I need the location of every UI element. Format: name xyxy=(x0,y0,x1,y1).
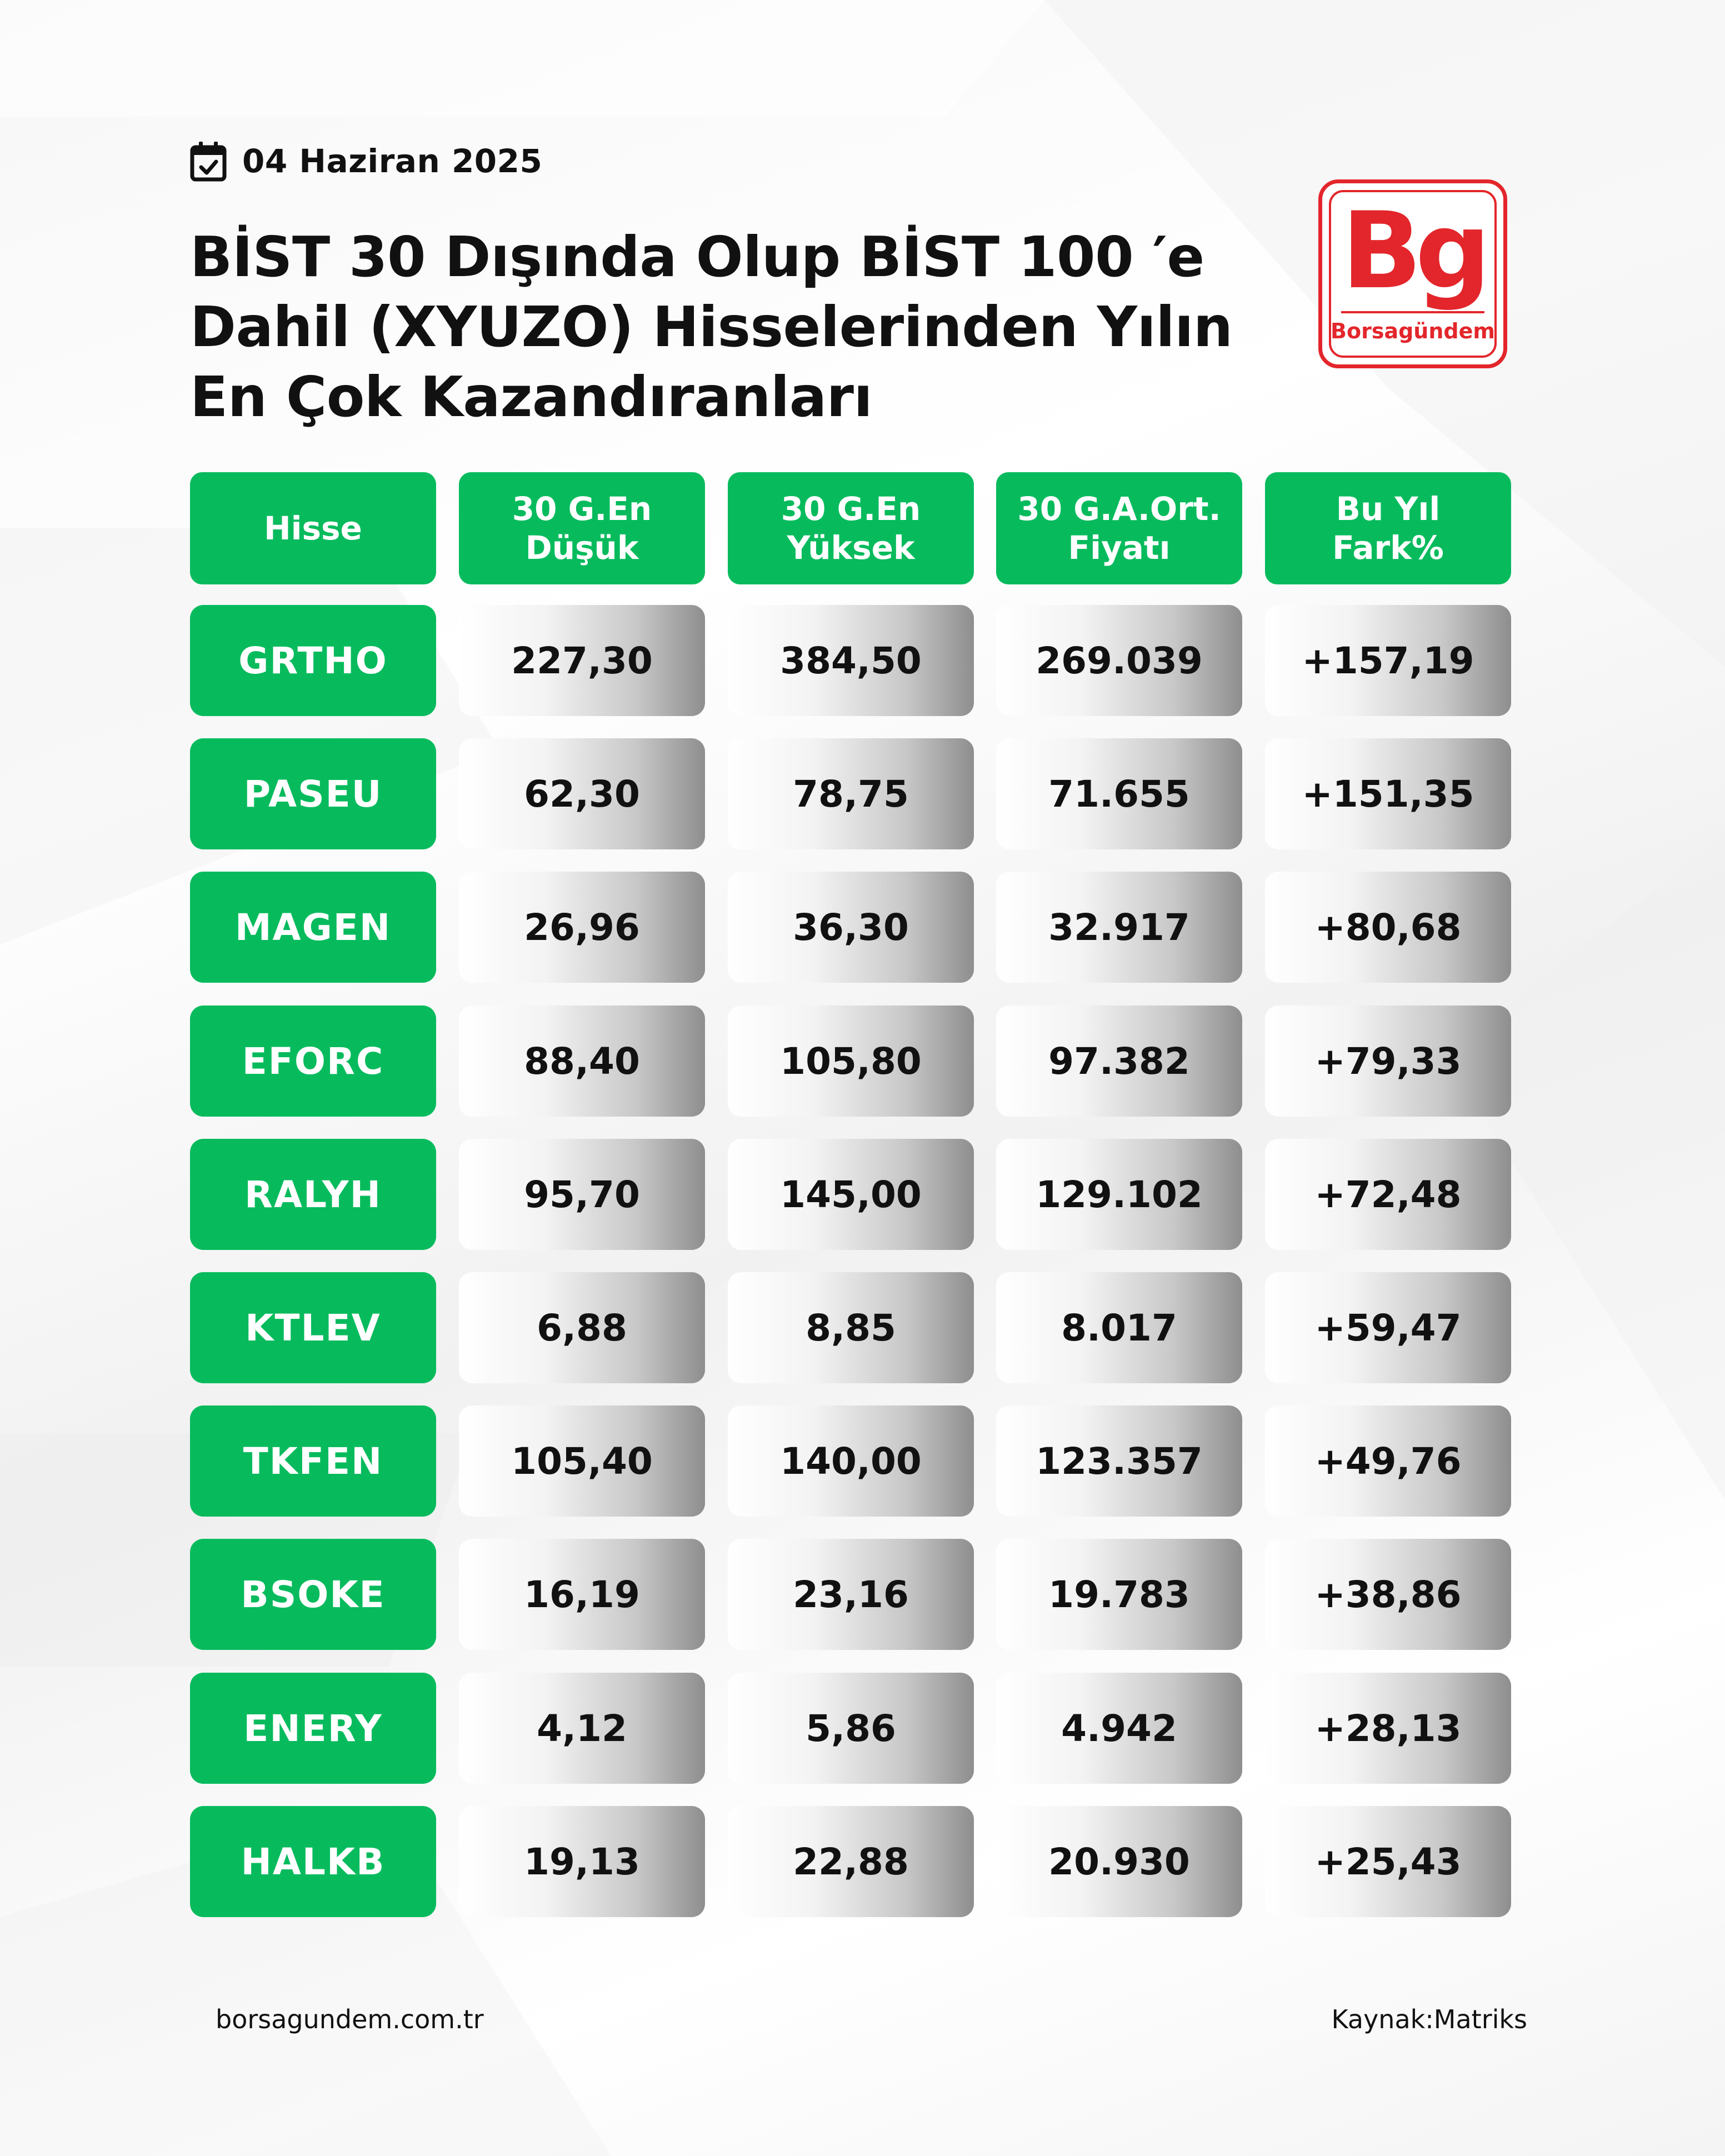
title-line-3: En Çok Kazandıranları xyxy=(190,364,873,429)
header-yuksek-line-2: Yüksek xyxy=(787,529,915,567)
footer-source: Kaynak:Matriks xyxy=(1331,2004,1527,2034)
stock-code-cell: KTLEV xyxy=(190,1272,436,1383)
header-30g-en-dusuk: 30 G.En Düşük xyxy=(459,472,705,584)
header-30g-en-yuksek: 30 G.En Yüksek xyxy=(728,472,974,584)
header-fark-line-2: Fark% xyxy=(1332,529,1444,567)
ytd-change-cell: +38,86 xyxy=(1265,1539,1511,1650)
header-bu-yil-fark: Bu Yıl Fark% xyxy=(1265,472,1511,584)
low-30d-cell: 227,30 xyxy=(459,605,705,716)
stock-code-cell: ENERY xyxy=(190,1673,436,1784)
high-30d-cell: 384,50 xyxy=(728,605,974,716)
title-line-1: BİST 30 Dışında Olup BİST 100 ′e xyxy=(190,224,1204,289)
logo-divider xyxy=(1341,311,1484,313)
avg-30d-price-cell: 4.942 xyxy=(996,1673,1242,1784)
high-30d-cell: 78,75 xyxy=(728,738,974,849)
stock-code-cell: EFORC xyxy=(190,1006,436,1117)
low-30d-cell: 4,12 xyxy=(459,1673,705,1784)
logo-frame xyxy=(1329,190,1497,358)
ytd-change-cell: +59,47 xyxy=(1265,1272,1511,1383)
low-30d-cell: 16,19 xyxy=(459,1539,705,1650)
date-label: 04 Haziran 2025 xyxy=(242,142,543,180)
ytd-change-cell: +49,76 xyxy=(1265,1405,1511,1517)
high-30d-cell: 140,00 xyxy=(728,1405,974,1517)
avg-30d-price-cell: 123.357 xyxy=(996,1405,1242,1517)
date-row: 04 Haziran 2025 xyxy=(190,142,543,182)
stock-code-cell: MAGEN xyxy=(190,872,436,983)
ytd-change-cell: +79,33 xyxy=(1265,1006,1511,1117)
ytd-change-cell: +80,68 xyxy=(1265,872,1511,983)
avg-30d-price-cell: 20.930 xyxy=(996,1806,1242,1917)
header-30g-ort-fiyat: 30 G.A.Ort. Fiyatı xyxy=(996,472,1242,584)
ytd-change-cell: +25,43 xyxy=(1265,1806,1511,1917)
borsagundem-logo: Bg Borsagündem xyxy=(1318,179,1507,368)
low-30d-cell: 88,40 xyxy=(459,1006,705,1117)
stock-code-cell: PASEU xyxy=(190,738,436,849)
high-30d-cell: 105,80 xyxy=(728,1006,974,1117)
page-title: BİST 30 Dışında Olup BİST 100 ′e Dahil (… xyxy=(190,222,1273,432)
logo-name: Borsagündem xyxy=(1331,319,1495,343)
high-30d-cell: 22,88 xyxy=(728,1806,974,1917)
stock-code-cell: BSOKE xyxy=(190,1539,436,1650)
low-30d-cell: 62,30 xyxy=(459,738,705,849)
header-yuksek-line-1: 30 G.En xyxy=(781,490,921,528)
header-ort-line-2: Fiyatı xyxy=(1068,529,1171,567)
low-30d-cell: 95,70 xyxy=(459,1139,705,1250)
stock-code-cell: TKFEN xyxy=(190,1405,436,1517)
high-30d-cell: 23,16 xyxy=(728,1539,974,1650)
high-30d-cell: 36,30 xyxy=(728,872,974,983)
header-ort-line-1: 30 G.A.Ort. xyxy=(1017,490,1221,528)
title-line-2: Dahil (XYUZO) Hisselerinden Yılın xyxy=(190,294,1233,359)
stock-code-cell: GRTHO xyxy=(190,605,436,716)
stock-code-cell: RALYH xyxy=(190,1139,436,1250)
header-hisse-line-1: Hisse xyxy=(264,509,362,547)
ytd-change-cell: +72,48 xyxy=(1265,1139,1511,1250)
avg-30d-price-cell: 8.017 xyxy=(996,1272,1242,1383)
ytd-change-cell: +157,19 xyxy=(1265,605,1511,716)
header-dusuk-line-1: 30 G.En xyxy=(512,490,652,528)
low-30d-cell: 26,96 xyxy=(459,872,705,983)
avg-30d-price-cell: 71.655 xyxy=(996,738,1242,849)
calendar-icon xyxy=(190,142,227,182)
header-dusuk-line-2: Düşük xyxy=(525,529,639,567)
low-30d-cell: 105,40 xyxy=(459,1405,705,1517)
logo-mark: Bg xyxy=(1341,189,1491,312)
stock-code-cell: HALKB xyxy=(190,1806,436,1917)
high-30d-cell: 145,00 xyxy=(728,1139,974,1250)
avg-30d-price-cell: 269.039 xyxy=(996,605,1242,716)
avg-30d-price-cell: 129.102 xyxy=(996,1139,1242,1250)
footer-website: borsagundem.com.tr xyxy=(216,2004,484,2034)
ytd-change-cell: +28,13 xyxy=(1265,1673,1511,1784)
avg-30d-price-cell: 97.382 xyxy=(996,1006,1242,1117)
header-fark-line-1: Bu Yıl xyxy=(1336,490,1441,528)
low-30d-cell: 19,13 xyxy=(459,1806,705,1917)
high-30d-cell: 5,86 xyxy=(728,1673,974,1784)
high-30d-cell: 8,85 xyxy=(728,1272,974,1383)
avg-30d-price-cell: 19.783 xyxy=(996,1539,1242,1650)
ytd-change-cell: +151,35 xyxy=(1265,738,1511,849)
avg-30d-price-cell: 32.917 xyxy=(996,872,1242,983)
header-hisse: Hisse xyxy=(190,472,436,584)
low-30d-cell: 6,88 xyxy=(459,1272,705,1383)
